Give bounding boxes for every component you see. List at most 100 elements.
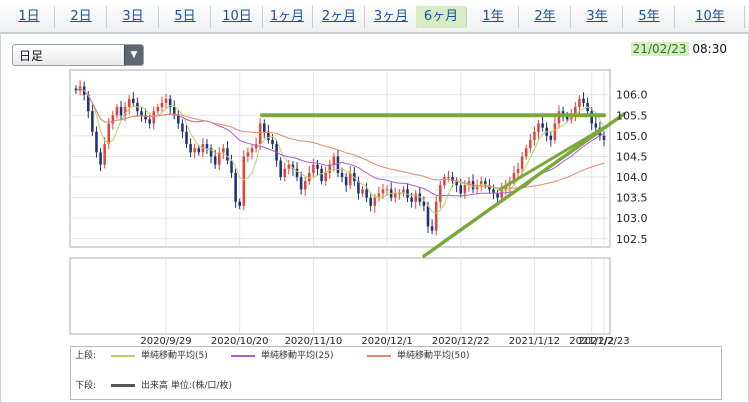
tab-4[interactable]: 10日: [212, 6, 263, 28]
candle-body: [574, 107, 577, 116]
upper-plot-frame: [69, 69, 611, 248]
y-tick-label: 103.0: [616, 212, 648, 225]
candle-body: [312, 164, 315, 173]
legend-lower-row: 下段:: [75, 379, 96, 393]
tab-1[interactable]: 2日: [56, 6, 107, 28]
candle-body: [324, 172, 327, 182]
candle-body: [541, 123, 544, 128]
candle-body: [459, 185, 463, 194]
x-tick-label: 2020/10/20: [211, 336, 269, 347]
tab-10[interactable]: 2年: [520, 6, 571, 28]
tab-8[interactable]: 6ヶ月: [416, 6, 467, 28]
candle-body: [516, 168, 520, 173]
candle-body: [373, 197, 377, 206]
candle-body: [172, 107, 176, 116]
tab-12[interactable]: 5年: [624, 6, 675, 28]
chevron-down-icon[interactable]: ▼: [124, 45, 143, 65]
candle-body: [414, 193, 417, 202]
candle-body: [410, 197, 413, 202]
candle-body: [271, 139, 274, 145]
legend-swatch-ma5: [111, 355, 135, 357]
tab-0[interactable]: 1日: [4, 6, 55, 28]
lower-plot-frame: [69, 257, 611, 335]
candle-body: [529, 139, 532, 149]
candle-body: [443, 177, 446, 186]
tab-13[interactable]: 10年: [676, 6, 745, 28]
candle-body: [512, 172, 516, 182]
candle-body: [439, 185, 442, 202]
x-tick-label: 2021/1/12: [509, 336, 560, 347]
candle-body: [148, 119, 151, 124]
candle-body: [242, 156, 246, 206]
x-tick-label: 2021/2/2: [569, 336, 614, 347]
tab-6[interactable]: 2ヶ月: [314, 6, 365, 28]
tab-9[interactable]: 1年: [468, 6, 519, 28]
candle-body: [279, 160, 282, 178]
candle-body: [336, 156, 340, 173]
candle-body: [185, 131, 188, 145]
candle-body: [299, 177, 303, 190]
candle-body: [177, 115, 180, 124]
candle-body: [234, 172, 237, 202]
x-tick-label: 2020/12/1: [361, 336, 412, 347]
candle-body: [103, 144, 106, 165]
tab-11[interactable]: 3年: [572, 6, 623, 28]
candle-body: [115, 107, 119, 116]
candle-body: [267, 131, 270, 140]
candle-body: [222, 148, 225, 153]
legend-label-ma25: 単純移動平均(25): [261, 351, 334, 361]
chart-date: 21/02/23: [630, 42, 689, 56]
candle-body: [193, 148, 196, 153]
candle-body: [119, 107, 123, 116]
candle-body: [377, 193, 381, 198]
candle-body: [127, 98, 131, 108]
interval-select-value: 日足: [19, 49, 44, 63]
candle-body: [418, 193, 422, 202]
candle-body: [406, 189, 409, 198]
candle-body: [422, 201, 426, 206]
candle-body: [250, 148, 254, 153]
candle-body: [381, 189, 385, 194]
candle-body: [488, 185, 491, 190]
y-tick-label: 104.0: [616, 171, 648, 184]
candle-body: [520, 156, 524, 169]
candle-body: [111, 115, 115, 124]
candle-body: [209, 148, 213, 157]
candle-body: [492, 189, 495, 194]
candle-body: [602, 135, 606, 140]
candle-body: [164, 98, 168, 103]
candle-body: [95, 131, 98, 153]
legend-lower-label: 下段:: [75, 381, 97, 391]
candle-body: [238, 201, 241, 206]
tab-5[interactable]: 1ヶ月: [262, 6, 313, 28]
candle-body: [565, 115, 569, 120]
candle-body: [344, 177, 348, 186]
x-tick-label: 2020/12/22: [432, 336, 490, 347]
candle-body: [160, 102, 164, 108]
candle-body: [537, 123, 540, 132]
candle-body: [140, 111, 143, 116]
chart-time: 08:30: [692, 42, 727, 56]
candle-body: [217, 152, 221, 165]
candle-body: [123, 107, 127, 116]
legend-label-ma5: 単純移動平均(5): [141, 351, 208, 361]
candle-body: [463, 185, 467, 194]
tab-2[interactable]: 3日: [108, 6, 159, 28]
chart-datetime: 21/02/23 08:30: [630, 42, 727, 56]
candle-body: [152, 111, 156, 124]
candle-body: [144, 115, 147, 120]
candle-body: [479, 181, 483, 186]
tab-3[interactable]: 5日: [160, 6, 211, 28]
y-tick-label: 102.5: [616, 233, 648, 246]
candle-body: [320, 168, 323, 182]
candle-body: [393, 193, 397, 198]
legend-swatch-ma25: [231, 355, 255, 357]
candle-body: [582, 98, 585, 103]
interval-select[interactable]: 日足 ▼: [12, 44, 144, 66]
x-tick-label: 2020/11/10: [285, 336, 343, 347]
period-tab-bar: [0, 0, 749, 33]
candle-body: [287, 164, 291, 169]
legend-upper-label: 上段:: [75, 351, 97, 361]
candle-body: [107, 123, 111, 145]
candle-body: [291, 164, 295, 169]
